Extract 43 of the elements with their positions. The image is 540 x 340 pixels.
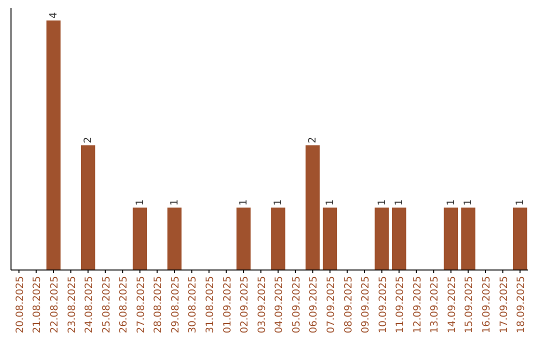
x-tick-label: 24.08.2025 <box>84 276 96 334</box>
x-tick-label: 12.09.2025 <box>412 276 424 334</box>
x-tick-label: 31.08.2025 <box>205 276 216 334</box>
data-label: 2 <box>308 136 319 144</box>
x-tick-label: 26.08.2025 <box>118 276 130 334</box>
data-label: 1 <box>446 199 457 206</box>
data-label: 4 <box>48 12 60 18</box>
x-tick-label: 23.08.2025 <box>66 276 78 334</box>
x-tick-label: 27.08.2025 <box>136 276 147 334</box>
x-tick-label: 10.09.2025 <box>378 276 389 334</box>
data-label: 1 <box>134 199 146 206</box>
x-tick-label: 22.08.2025 <box>50 276 61 334</box>
x-tick-label: 06.09.2025 <box>308 276 320 334</box>
x-tick-label: 11.09.2025 <box>395 276 406 334</box>
x-tick-label: 20.08.2025 <box>14 276 26 334</box>
x-tick-label: 17.09.2025 <box>498 276 510 334</box>
x-tick-label: 21.08.2025 <box>32 276 44 334</box>
x-tick-label: 01.09.2025 <box>222 276 234 334</box>
x-tick-label: 18.09.2025 <box>516 276 528 334</box>
x-tick-label: 15.09.2025 <box>464 276 476 334</box>
data-label: 2 <box>83 136 94 144</box>
x-tick-label: 04.09.2025 <box>274 276 286 334</box>
x-tick-label: 13.09.2025 <box>430 276 441 334</box>
x-tick-label: 09.09.2025 <box>360 276 372 334</box>
data-label: 1 <box>376 199 388 206</box>
x-tick-label: 05.09.2025 <box>291 276 302 334</box>
x-tick-label: 14.09.2025 <box>446 276 458 334</box>
x-tick-label: 02.09.2025 <box>240 276 251 334</box>
x-tick-label: 25.08.2025 <box>101 276 112 334</box>
x-tick-label: 08.09.2025 <box>343 276 354 334</box>
data-label: 1 <box>515 199 526 206</box>
x-tick-label: 30.08.2025 <box>188 276 199 334</box>
data-label: 1 <box>394 199 406 206</box>
x-tick-label: 07.09.2025 <box>326 276 337 334</box>
data-label: 1 <box>463 199 474 206</box>
data-label: 1 <box>169 199 180 206</box>
data-label: 1 <box>324 199 336 206</box>
x-tick-label: 03.09.2025 <box>256 276 268 334</box>
x-tick-label: 29.08.2025 <box>170 276 182 334</box>
data-label: 1 <box>238 199 250 206</box>
x-tick-label: 28.08.2025 <box>153 276 164 334</box>
x-tick-label: 16.09.2025 <box>481 276 492 334</box>
data-label: 1 <box>273 199 284 206</box>
